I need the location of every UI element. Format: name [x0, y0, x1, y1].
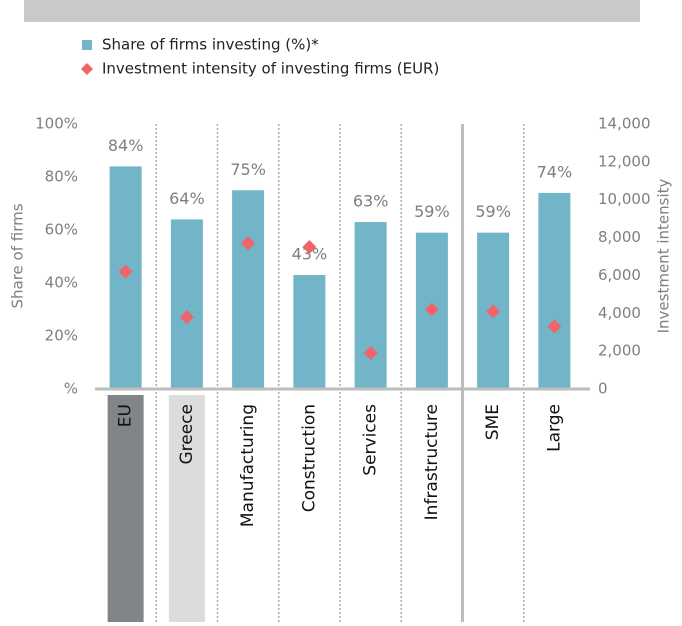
legend-label: Share of firms investing (%)* [102, 36, 319, 54]
diamond [179, 310, 194, 325]
y2-axis-title: Investment intensity [655, 178, 673, 333]
legend-swatch [81, 63, 93, 75]
bar [354, 222, 387, 389]
header-bar [24, 0, 640, 22]
diamond [424, 302, 439, 317]
x-tick-label: EU [116, 404, 136, 427]
x-tick-label: Construction [299, 404, 319, 512]
data-label: 59% [475, 202, 511, 221]
y-tick-label: 20% [45, 327, 78, 345]
x-tick-label: Infrastructure [422, 404, 442, 520]
bar [170, 219, 203, 389]
data-label: 64% [169, 189, 205, 208]
y2-tick-label: 4,000 [598, 304, 641, 322]
y-tick-label: 40% [45, 274, 78, 292]
data-label: 59% [414, 202, 450, 221]
diamond [486, 304, 501, 319]
category-box [107, 395, 144, 622]
x-tick-label: SME [483, 404, 503, 440]
y-tick-label: 60% [45, 221, 78, 239]
y2-tick-label: 2,000 [598, 342, 641, 360]
y2-tick-label: 0 [598, 380, 608, 398]
bar [232, 190, 265, 389]
diamond [241, 236, 256, 251]
y2-tick-label: 8,000 [598, 228, 641, 246]
diamond [118, 264, 133, 279]
y2-tick-label: 6,000 [598, 266, 641, 284]
data-label: 84% [108, 136, 144, 155]
diamond [302, 240, 317, 255]
data-label: 43% [292, 245, 328, 264]
y2-tick-label: 10,000 [598, 190, 651, 208]
x-tick-label: Manufacturing [238, 404, 258, 527]
bar [538, 192, 571, 389]
bar [293, 275, 326, 389]
y2-tick-label: 14,000 [598, 115, 651, 133]
x-tick-label: Large [544, 404, 564, 452]
diamond [363, 346, 378, 361]
legend-label: Investment intensity of investing firms … [102, 60, 439, 78]
data-label: 75% [230, 160, 266, 179]
y-tick-label: 100% [35, 115, 78, 133]
y2-tick-label: 12,000 [598, 152, 651, 170]
y-axis-title: Share of firms [9, 203, 27, 308]
y-tick-label: % [64, 380, 78, 398]
category-box [168, 395, 205, 622]
data-label: 74% [537, 162, 573, 181]
x-tick-label: Services [361, 404, 381, 476]
data-label: 63% [353, 192, 389, 211]
diamond [547, 319, 562, 334]
legend-swatch [82, 40, 92, 50]
x-tick-label: Greece [177, 404, 197, 465]
y-tick-label: 80% [45, 168, 78, 186]
